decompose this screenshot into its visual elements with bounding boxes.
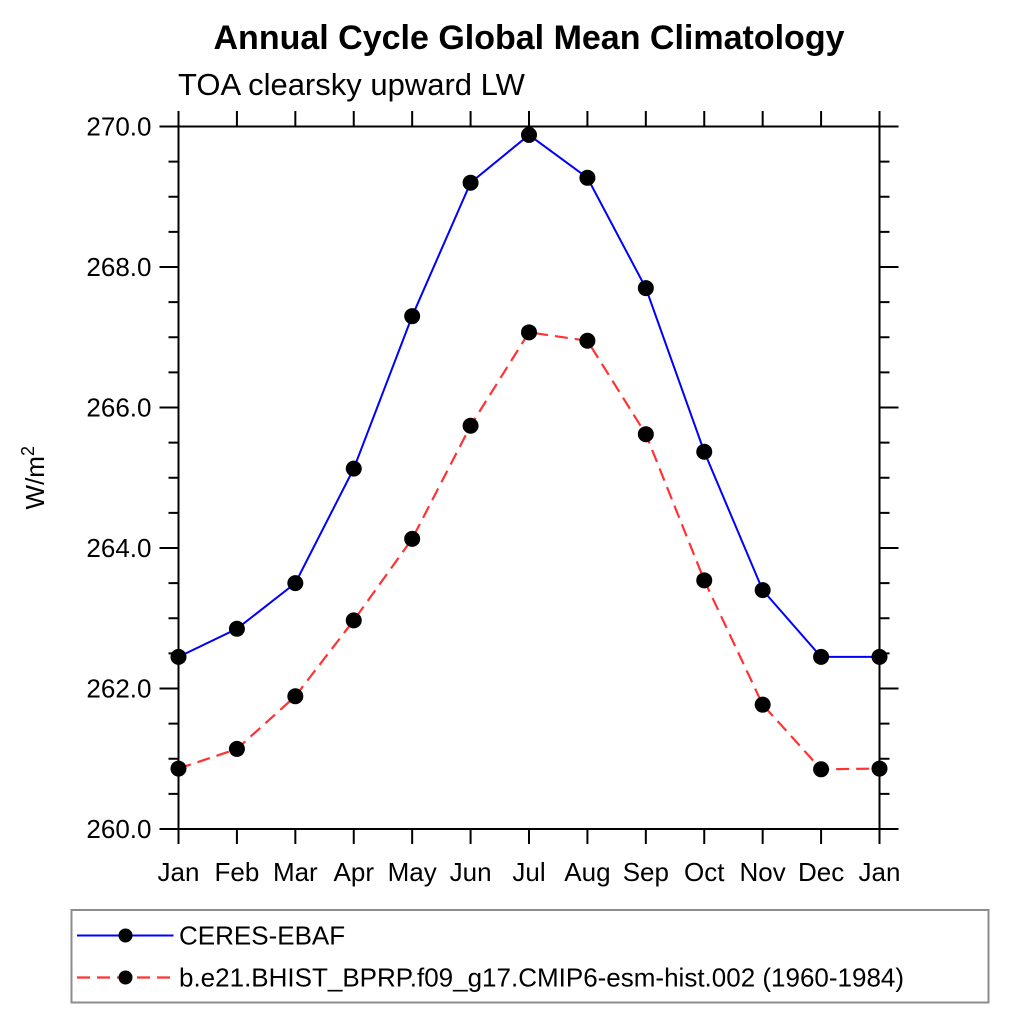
y-axis-label: 262.0 — [86, 674, 151, 704]
data-point-marker — [287, 688, 304, 705]
legend-label: b.e21.BHIST_BPRP.f09_g17.CMIP6-esm-hist.… — [179, 963, 904, 993]
data-point-marker — [754, 696, 771, 713]
data-point-marker — [579, 332, 596, 349]
data-point-marker — [813, 761, 830, 778]
x-axis-label: Feb — [215, 857, 260, 887]
x-axis-label: Jun — [450, 857, 492, 887]
chart-title: Annual Cycle Global Mean Climatology — [213, 19, 845, 57]
x-axis-label: Oct — [684, 857, 725, 887]
data-point-marker — [170, 760, 187, 777]
x-axis-label: Aug — [564, 857, 610, 887]
data-point-marker — [871, 760, 888, 777]
y-axis-label: 260.0 — [86, 814, 151, 844]
data-point-marker — [404, 530, 421, 547]
data-point-marker — [404, 308, 421, 325]
legend-marker — [118, 970, 133, 985]
chart-subtitle: TOA clearsky upward LW — [178, 67, 525, 102]
y-axis-title: W/m2 — [18, 446, 50, 509]
series-line-model — [178, 331, 880, 771]
x-axis-label: May — [388, 857, 437, 887]
x-axis-label: Jul — [512, 857, 545, 887]
x-axis-label: Jan — [859, 857, 901, 887]
x-axis-label: Mar — [273, 857, 318, 887]
data-point-marker — [696, 443, 713, 460]
data-point-marker — [228, 740, 245, 757]
plot-frame — [177, 125, 881, 830]
x-axis-label: Nov — [740, 857, 786, 887]
x-axis-label: Dec — [798, 857, 844, 887]
legend-box — [70, 909, 990, 1004]
data-point-marker — [754, 582, 771, 599]
data-point-marker — [637, 426, 654, 443]
series-line-obs — [178, 133, 880, 658]
data-point-marker — [637, 280, 654, 297]
data-point-marker — [345, 612, 362, 629]
data-point-marker — [170, 648, 187, 665]
data-point-marker — [287, 575, 304, 592]
x-axis-label: Jan — [158, 857, 200, 887]
data-point-marker — [462, 417, 479, 434]
data-point-marker — [345, 460, 362, 477]
legend-label: CERES-EBAF — [179, 921, 345, 951]
y-axis-label: 264.0 — [86, 533, 151, 563]
data-point-marker — [579, 169, 596, 186]
data-point-marker — [521, 126, 537, 143]
data-point-marker — [871, 648, 888, 665]
x-axis-label: Sep — [623, 857, 669, 887]
data-point-marker — [696, 572, 713, 589]
data-point-marker — [521, 324, 537, 341]
data-point-marker — [462, 174, 479, 191]
y-axis-label: 270.0 — [86, 112, 151, 142]
legend-marker — [118, 928, 133, 943]
y-axis-label: 268.0 — [86, 252, 151, 282]
data-point-marker — [228, 620, 245, 637]
y-axis-label: 266.0 — [86, 393, 151, 423]
data-point-marker — [813, 648, 830, 665]
x-axis-label: Apr — [334, 857, 375, 887]
